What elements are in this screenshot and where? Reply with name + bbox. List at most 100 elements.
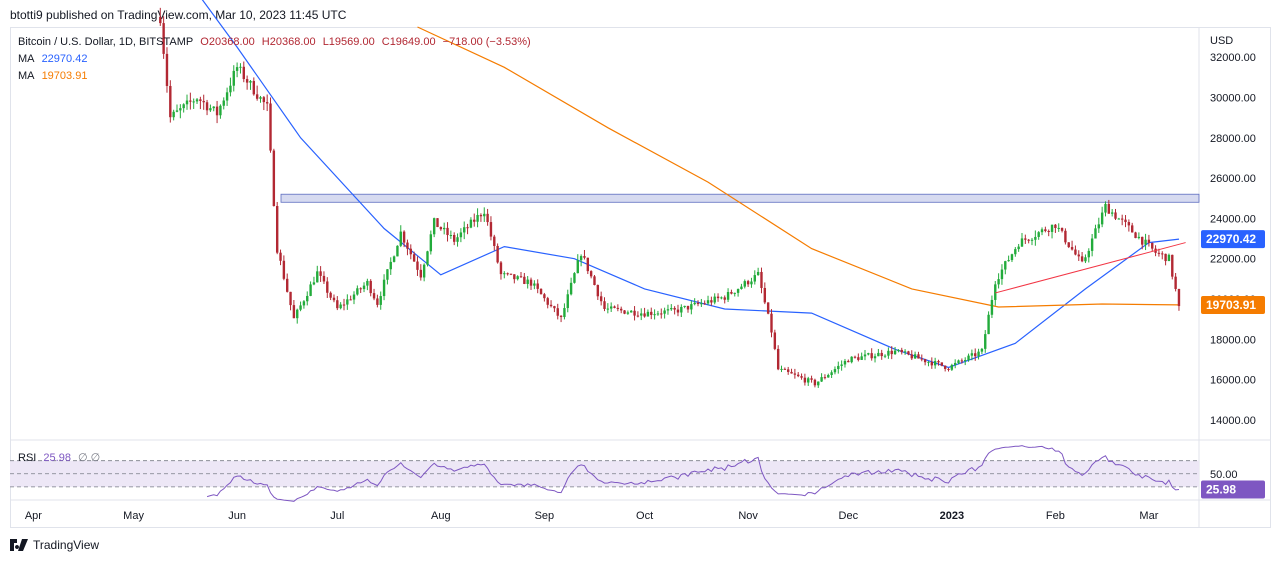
- candle-body: [977, 351, 980, 357]
- candle-body: [1117, 218, 1121, 220]
- rsi-tick-label: 50.00: [1210, 469, 1238, 481]
- candle-body: [623, 310, 626, 314]
- candle-body: [1144, 239, 1147, 245]
- chart-frame[interactable]: [10, 27, 1271, 528]
- candle-body: [352, 294, 356, 300]
- candle-body: [960, 360, 964, 362]
- candle-body: [750, 281, 753, 285]
- ma2-legend[interactable]: MA 19703.91: [18, 70, 91, 82]
- candle-body: [683, 305, 686, 307]
- symbol-legend[interactable]: Bitcoin / U.S. Dollar, 1D, BITSTAMP O203…: [18, 36, 535, 48]
- candle-body: [479, 214, 483, 217]
- candle-body: [1171, 254, 1174, 277]
- candle-body: [877, 352, 880, 357]
- candle-body: [827, 374, 830, 378]
- candle-body: [676, 309, 680, 313]
- ma1-legend[interactable]: MA 22970.42: [18, 53, 91, 65]
- candle-body: [776, 348, 780, 370]
- price-tick-label: 26000.00: [1210, 173, 1256, 185]
- candle-body: [219, 105, 222, 116]
- candle-body: [229, 85, 232, 93]
- candle-body: [636, 315, 640, 317]
- candle-body: [245, 79, 249, 83]
- candle-body: [1004, 261, 1007, 270]
- candle-body: [1157, 252, 1161, 254]
- candle-body: [1070, 247, 1074, 250]
- candle-body: [1107, 203, 1111, 214]
- candle-body: [533, 283, 536, 286]
- candle-body: [509, 273, 513, 275]
- candle-body: [783, 368, 787, 370]
- time-tick-label: Mar: [1139, 510, 1158, 522]
- candle-body: [239, 66, 242, 68]
- candle-body: [172, 111, 175, 118]
- candle-body: [937, 361, 940, 363]
- ma-slow-line: [417, 26, 1180, 308]
- candle-body: [349, 299, 352, 301]
- candle-body: [529, 279, 533, 286]
- candle-body: [933, 361, 937, 366]
- candle-body: [422, 264, 426, 278]
- candle-body: [449, 235, 453, 237]
- candle-body: [653, 314, 656, 316]
- candle-body: [987, 314, 990, 335]
- candle-body: [362, 285, 366, 290]
- candle-body: [830, 372, 833, 375]
- price-tick-label: 24000.00: [1210, 213, 1256, 225]
- candle-body: [389, 261, 392, 270]
- candle-body: [225, 92, 229, 101]
- candle-body: [175, 110, 179, 112]
- candle-body: [402, 231, 406, 243]
- ma2-value: 19703.91: [41, 70, 88, 82]
- time-tick-label: Feb: [1046, 510, 1065, 522]
- candle-body: [850, 356, 853, 363]
- candle-body: [1167, 254, 1171, 262]
- candle-body: [1047, 231, 1050, 233]
- candles: [159, 7, 1181, 388]
- candle-body: [643, 313, 646, 317]
- candle-body: [546, 298, 549, 305]
- candle-body: [743, 281, 746, 287]
- candle-body: [1100, 212, 1104, 225]
- time-tick-label: 2023: [940, 510, 964, 522]
- candle-body: [332, 297, 336, 301]
- rsi-legend[interactable]: RSI 25.98 ∅ ∅: [18, 451, 104, 464]
- candle-body: [496, 245, 499, 263]
- candle-body: [599, 296, 603, 302]
- candle-body: [235, 67, 239, 71]
- candle-body: [536, 283, 539, 289]
- candle-body: [736, 289, 740, 293]
- candle-body: [1134, 232, 1137, 239]
- candle-body: [439, 227, 443, 230]
- candle-body: [1080, 256, 1084, 262]
- candle-body: [957, 360, 960, 363]
- candle-body: [469, 219, 473, 228]
- candle-body: [813, 379, 817, 386]
- candle-body: [252, 81, 256, 95]
- candle-body: [696, 302, 700, 305]
- candle-body: [406, 242, 409, 249]
- candle-body: [399, 231, 402, 246]
- candle-body: [426, 251, 429, 265]
- candle-body: [927, 361, 930, 363]
- candle-body: [686, 305, 690, 310]
- candle-body: [1114, 212, 1117, 219]
- candle-body: [583, 256, 586, 258]
- candle-body: [513, 274, 516, 280]
- candle-body: [873, 356, 877, 359]
- candle-body: [907, 351, 910, 355]
- candle-body: [259, 97, 262, 99]
- candle-body: [503, 273, 506, 275]
- candle-body: [770, 313, 773, 333]
- candle-body: [316, 271, 319, 283]
- candle-body: [990, 299, 994, 315]
- candle-body: [339, 304, 342, 309]
- candle-body: [282, 260, 286, 279]
- candle-body: [255, 94, 259, 99]
- candle-body: [209, 108, 212, 111]
- candle-body: [609, 306, 613, 309]
- candle-body: [740, 286, 743, 290]
- candle-body: [212, 106, 215, 109]
- candle-body: [506, 273, 509, 275]
